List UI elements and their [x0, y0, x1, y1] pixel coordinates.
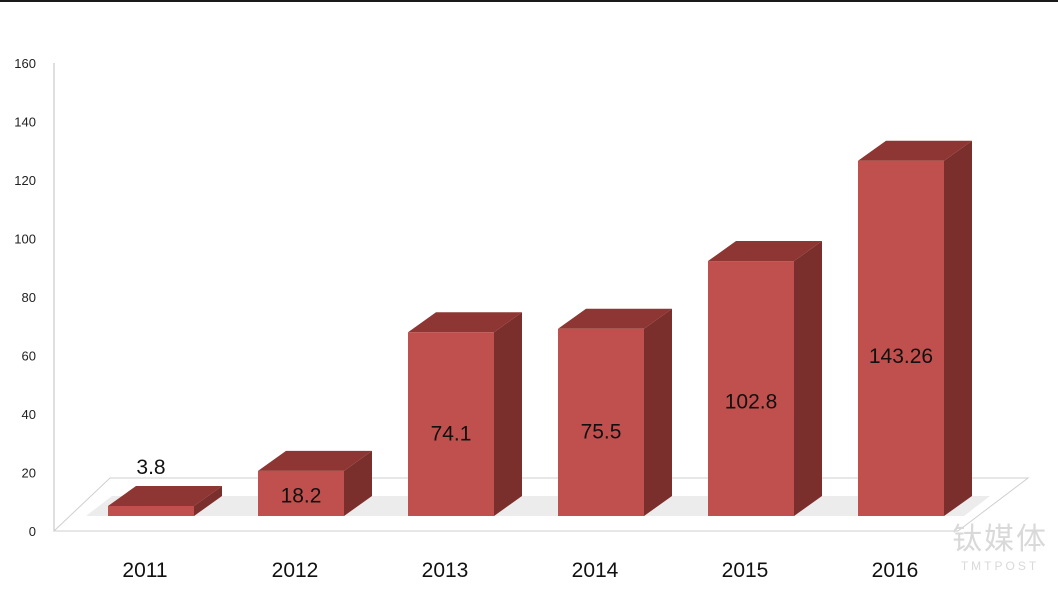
watermark-english: TMTPOST	[960, 559, 1040, 573]
x-tick-label: 2011	[122, 559, 167, 582]
bar-top	[258, 450, 372, 471]
bar-side	[344, 450, 372, 516]
y-tick-label: 60	[22, 349, 36, 364]
bar	[708, 261, 794, 516]
y-tick-label: 100	[14, 232, 36, 247]
data-label: 143.26	[869, 345, 933, 368]
floor-shadow	[86, 496, 990, 516]
x-tick-label: 2013	[422, 559, 469, 582]
bar-side	[794, 241, 822, 516]
x-tick-label: 2012	[272, 559, 319, 582]
y-tick-label: 0	[29, 524, 36, 539]
bar	[858, 160, 944, 516]
bar-top	[108, 486, 222, 506]
x-tick-label: 2015	[722, 559, 769, 582]
top-border-line	[0, 0, 1058, 2]
data-label: 75.5	[581, 421, 622, 444]
y-tick-label: 160	[14, 56, 36, 71]
data-label: 102.8	[725, 390, 778, 413]
bar-side	[944, 140, 972, 516]
data-label: 3.8	[136, 456, 165, 479]
data-label: 74.1	[431, 422, 472, 445]
watermark: 钛媒体 TMTPOST	[952, 514, 1048, 573]
x-tick-label: 2016	[872, 559, 919, 582]
y-tick-label: 20	[22, 466, 36, 481]
watermark-chinese: 钛媒体	[952, 522, 1048, 557]
bar-top	[708, 241, 822, 262]
y-tick-label: 140	[14, 115, 36, 130]
x-tick-label: 2014	[572, 559, 619, 582]
bar-side	[644, 308, 672, 516]
bar-side	[194, 486, 222, 516]
y-tick-label: 80	[22, 290, 36, 305]
bar-top	[858, 140, 972, 161]
bar-top	[408, 312, 522, 333]
bar	[408, 332, 494, 516]
bar	[558, 328, 644, 516]
bar	[108, 506, 194, 516]
bar	[258, 470, 344, 516]
bar-top	[558, 308, 672, 329]
bar-side	[494, 312, 522, 516]
y-tick-label: 40	[22, 407, 36, 422]
data-label: 18.2	[281, 485, 322, 508]
y-tick-label: 120	[14, 173, 36, 188]
